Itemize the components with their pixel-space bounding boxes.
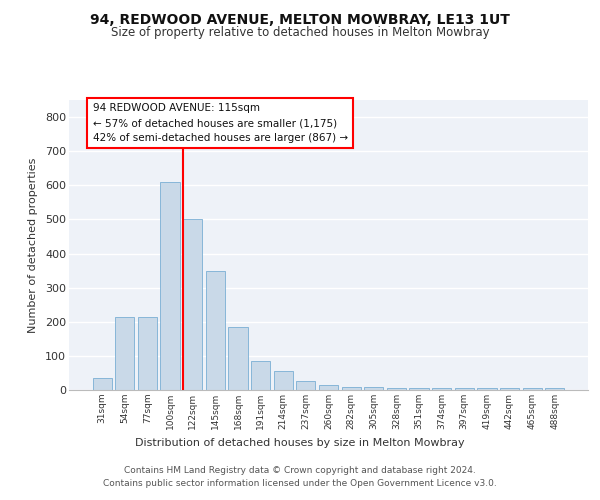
Bar: [387, 388, 406, 390]
Bar: [545, 388, 565, 390]
Y-axis label: Number of detached properties: Number of detached properties: [28, 158, 38, 332]
Bar: [206, 270, 225, 390]
Bar: [274, 371, 293, 390]
Bar: [183, 220, 202, 390]
Bar: [364, 388, 383, 390]
Bar: [341, 386, 361, 390]
Bar: [477, 388, 497, 390]
Bar: [92, 378, 112, 390]
Bar: [138, 316, 157, 390]
Bar: [296, 382, 316, 390]
Text: 94 REDWOOD AVENUE: 115sqm
← 57% of detached houses are smaller (1,175)
42% of se: 94 REDWOOD AVENUE: 115sqm ← 57% of detac…: [93, 104, 348, 143]
Bar: [229, 327, 248, 390]
Bar: [455, 388, 474, 390]
Bar: [319, 385, 338, 390]
Bar: [432, 388, 451, 390]
Bar: [409, 388, 428, 390]
Bar: [115, 316, 134, 390]
Bar: [523, 388, 542, 390]
Bar: [500, 388, 519, 390]
Bar: [160, 182, 180, 390]
Text: Contains HM Land Registry data © Crown copyright and database right 2024.
Contai: Contains HM Land Registry data © Crown c…: [103, 466, 497, 487]
Text: Distribution of detached houses by size in Melton Mowbray: Distribution of detached houses by size …: [135, 438, 465, 448]
Text: 94, REDWOOD AVENUE, MELTON MOWBRAY, LE13 1UT: 94, REDWOOD AVENUE, MELTON MOWBRAY, LE13…: [90, 12, 510, 26]
Bar: [251, 361, 270, 390]
Text: Size of property relative to detached houses in Melton Mowbray: Size of property relative to detached ho…: [110, 26, 490, 39]
